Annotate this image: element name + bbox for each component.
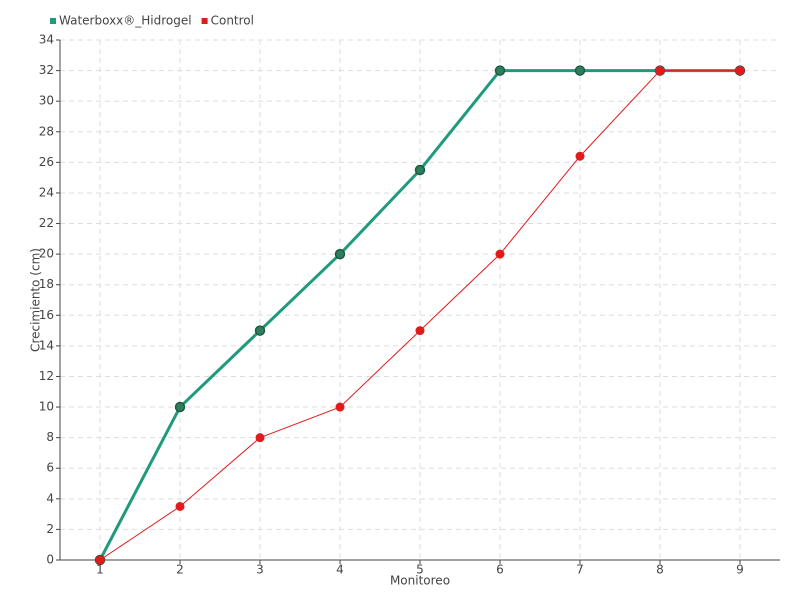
- legend-label: Waterboxx®_Hidrogel: [59, 14, 192, 28]
- data-point: [735, 66, 745, 76]
- x-axis-label: Monitoreo: [390, 574, 450, 588]
- legend-label: Control: [211, 14, 254, 28]
- data-point: [575, 151, 585, 161]
- data-point: [574, 65, 586, 76]
- x-tick-label: 2: [176, 563, 184, 577]
- x-tick-label: 3: [256, 563, 264, 577]
- x-tick-label: 5: [416, 563, 424, 577]
- legend-swatch: [201, 18, 208, 24]
- y-tick-label: 20: [39, 247, 54, 261]
- x-tick-label: 7: [576, 563, 584, 577]
- y-tick-label: 16: [39, 308, 54, 322]
- data-point: [255, 433, 265, 443]
- data-point: [334, 248, 346, 260]
- data-point: [655, 66, 665, 76]
- x-tick-label: 8: [656, 563, 664, 577]
- data-point: [95, 555, 105, 565]
- data-point: [494, 65, 506, 76]
- data-point: [335, 402, 345, 412]
- y-tick-label: 34: [39, 33, 54, 47]
- y-tick-label: 18: [39, 277, 54, 291]
- data-point: [415, 326, 425, 336]
- legend-swatch: [50, 18, 56, 24]
- y-tick-label: 24: [39, 185, 54, 199]
- data-point: [174, 401, 186, 413]
- data-point: [414, 164, 426, 176]
- y-tick-label: 32: [39, 63, 54, 77]
- y-axis-label: Crecimiento (cm): [29, 248, 43, 352]
- x-tick-label: 1: [96, 563, 104, 577]
- y-tick-label: 2: [46, 522, 54, 536]
- data-point: [175, 501, 185, 511]
- data-point: [254, 325, 266, 336]
- y-tick-label: 12: [39, 369, 54, 383]
- data-point: [495, 249, 505, 259]
- y-tick-label: 22: [39, 216, 54, 230]
- x-tick-label: 6: [496, 563, 504, 577]
- y-tick-label: 14: [39, 338, 54, 352]
- y-tick-label: 26: [39, 155, 54, 169]
- x-tick-label: 9: [736, 563, 744, 577]
- x-tick-label: 4: [336, 563, 344, 577]
- y-tick-label: 10: [39, 400, 54, 414]
- y-tick-label: 4: [46, 491, 54, 505]
- y-tick-label: 6: [46, 461, 54, 475]
- y-tick-label: 0: [46, 553, 54, 567]
- y-tick-label: 28: [39, 124, 54, 138]
- y-tick-label: 30: [39, 94, 54, 108]
- y-tick-label: 8: [46, 430, 54, 444]
